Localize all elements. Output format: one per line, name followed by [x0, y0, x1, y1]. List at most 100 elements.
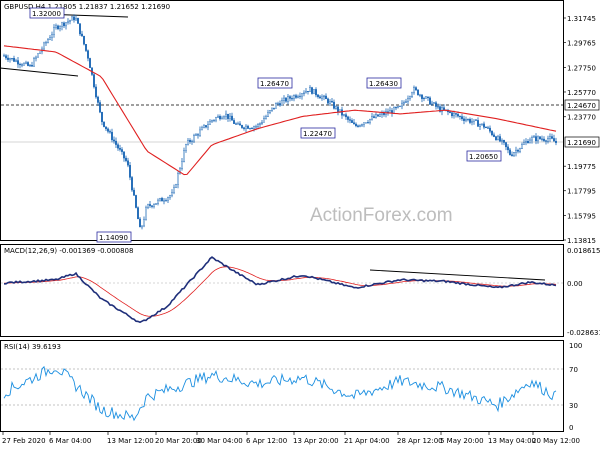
- candle-body: [93, 74, 95, 88]
- candle-body: [439, 106, 441, 112]
- candle-body: [469, 119, 471, 123]
- candle-body: [191, 140, 193, 142]
- candle-body: [417, 89, 419, 96]
- candle-body: [371, 116, 373, 120]
- candle-body: [295, 95, 297, 98]
- candle-body: [33, 58, 35, 67]
- candle-body: [555, 141, 557, 143]
- candle-body: [197, 134, 199, 136]
- candle-body: [265, 116, 267, 119]
- candle-body: [105, 126, 107, 130]
- candle-body: [373, 116, 375, 118]
- price-tick-label: 1.15795: [567, 212, 596, 220]
- candle-body: [533, 136, 535, 138]
- candle-body: [223, 116, 225, 119]
- level-lines: [1, 104, 563, 406]
- candle-body: [355, 123, 357, 127]
- candle-body: [505, 142, 507, 148]
- candle-body: [217, 116, 219, 118]
- candle-body: [165, 200, 167, 202]
- rsi-line: [3, 365, 557, 422]
- candle-body: [493, 134, 495, 137]
- candle-body: [381, 112, 383, 115]
- candle-body: [109, 131, 111, 133]
- candle-body: [143, 218, 145, 227]
- time-tick-label: 6 Apr 12:00: [246, 437, 287, 445]
- candle-body: [487, 127, 489, 129]
- candle-body: [473, 119, 475, 122]
- candle-body: [483, 123, 485, 128]
- candle-body: [401, 102, 403, 107]
- candle-body: [3, 55, 5, 57]
- candle-body: [37, 53, 39, 58]
- candle-body: [429, 97, 431, 105]
- candle-body: [519, 148, 521, 152]
- candle-body: [357, 125, 359, 127]
- candle-body: [39, 51, 41, 54]
- watermark: ActionForex.com: [310, 205, 453, 226]
- candle-body: [437, 106, 439, 108]
- rsi-axis-100: 100: [569, 342, 582, 350]
- candle-body: [13, 58, 15, 62]
- candle-body: [187, 140, 189, 145]
- candle-body: [257, 124, 259, 127]
- candle-body: [157, 199, 159, 204]
- candle-body: [239, 123, 241, 126]
- candle-body: [305, 90, 307, 94]
- candle-body: [47, 39, 49, 43]
- candle-body: [499, 136, 501, 142]
- candle-body: [529, 139, 531, 144]
- candle-body: [413, 87, 415, 94]
- candle-body: [485, 127, 487, 129]
- price-tick-label: 1.13815: [567, 237, 596, 245]
- candle-body: [327, 98, 329, 104]
- candle-body: [349, 119, 351, 121]
- macd-line: [4, 256, 557, 324]
- candle-body: [423, 98, 425, 100]
- candle-body: [17, 60, 19, 65]
- candle-body: [441, 107, 443, 112]
- candle-body: [77, 18, 79, 24]
- candle-body: [221, 117, 223, 120]
- candle-body: [119, 148, 121, 150]
- candle-body: [309, 87, 311, 92]
- rsi-axis-30: 30: [569, 402, 578, 410]
- candle-body: [51, 34, 53, 38]
- candle-body: [531, 137, 533, 141]
- candle-body: [19, 64, 21, 66]
- annotation-label: 1.14090: [99, 234, 128, 242]
- rsi-axis-70: 70: [569, 366, 578, 374]
- candle-body: [333, 101, 335, 109]
- candle-body: [169, 195, 171, 198]
- time-tick-label: 27 Feb 2020: [2, 437, 46, 445]
- annotation-label: 1.26470: [260, 80, 289, 88]
- candle-body: [285, 97, 287, 102]
- macd-trendline: [369, 269, 546, 281]
- candle-body: [161, 198, 163, 202]
- candle-body: [321, 96, 323, 99]
- candle-body: [23, 63, 25, 66]
- candle-body: [65, 22, 67, 27]
- time-tick-label: 20 Mar 20:00: [155, 437, 202, 445]
- candle-body: [259, 123, 261, 125]
- price-tick-label: 1.29765: [567, 40, 596, 48]
- candle-body: [71, 16, 73, 21]
- time-axis: 27 Feb 2020 6 Mar 04:00 13 Mar 12:00 20 Mar…: [2, 432, 580, 445]
- candle-body: [367, 122, 369, 124]
- candle-body: [405, 101, 407, 103]
- candle-body: [435, 102, 437, 107]
- candle-body: [69, 20, 71, 22]
- candle-body: [509, 149, 511, 155]
- candle-body: [55, 25, 57, 28]
- candle-body: [463, 118, 465, 121]
- candle-body: [283, 97, 285, 101]
- candle-body: [107, 128, 109, 132]
- candle-body: [547, 138, 549, 142]
- candle-body: [443, 107, 445, 111]
- candle-body: [521, 144, 523, 149]
- rsi-panel-frame: [0, 340, 564, 432]
- candle-body: [167, 197, 169, 201]
- candle-body: [215, 117, 217, 121]
- candle-body: [229, 115, 231, 119]
